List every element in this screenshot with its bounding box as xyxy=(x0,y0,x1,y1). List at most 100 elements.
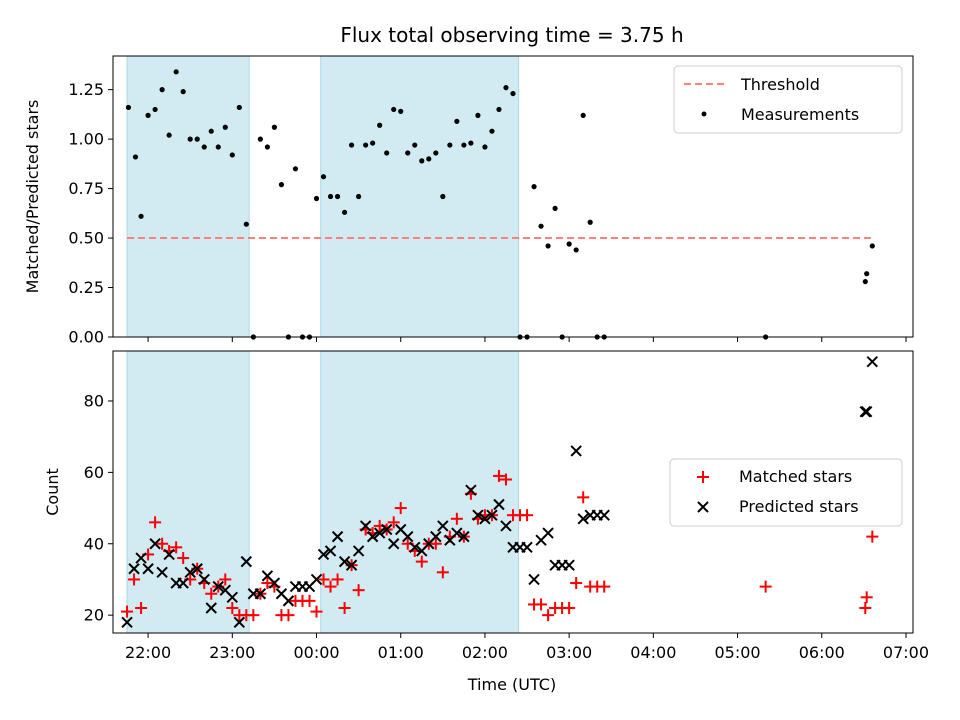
predicted-star-point xyxy=(387,538,400,550)
measurements-series xyxy=(125,69,875,340)
measurement-point xyxy=(482,144,488,150)
matched-star-point xyxy=(563,602,576,615)
predicted-star-mark-b xyxy=(493,498,505,511)
measurement-point xyxy=(334,193,341,200)
observing-interval xyxy=(126,55,250,338)
measurement-point xyxy=(503,85,509,91)
predicted-star-point xyxy=(212,580,224,593)
predicted-star-mark-b xyxy=(345,559,358,571)
measurement-point xyxy=(454,118,460,124)
predicted-star-point xyxy=(345,559,358,571)
predicted-star-mark-b xyxy=(198,573,210,586)
predicted-star-point xyxy=(240,555,253,568)
measurement-point xyxy=(475,112,481,118)
predicted-star-mark-b xyxy=(121,616,133,628)
measurement-point xyxy=(132,154,139,160)
predicted-star-point xyxy=(472,509,484,521)
measurement-point xyxy=(278,182,285,188)
matched-star-point xyxy=(247,609,260,622)
y-tick-label: 0.50 xyxy=(68,229,104,248)
predicted-star-mark-b xyxy=(577,513,589,525)
predicted-star-point xyxy=(317,548,330,561)
legend-threshold-label: Threshold xyxy=(740,75,820,94)
x-tick-label: 22:00 xyxy=(125,643,171,662)
predicted-star-mark-b xyxy=(352,545,365,557)
predicted-star-mark-b xyxy=(395,523,407,536)
matched-star-point xyxy=(303,594,316,607)
measurement-point xyxy=(447,142,453,148)
matched-star-point xyxy=(170,541,183,554)
predicted-star-mark-b xyxy=(437,520,449,532)
predicted-star-mark-b xyxy=(324,545,337,557)
legend-measurements-swatch xyxy=(701,111,707,117)
matched-star-point xyxy=(121,605,134,618)
x-tick-label: 07:00 xyxy=(883,643,929,662)
predicted-star-mark-b xyxy=(380,523,393,536)
matched-star-point xyxy=(149,516,162,529)
predicted-star-point xyxy=(465,484,477,496)
predicted-star-mark-b xyxy=(282,595,295,607)
predicted-star-point xyxy=(542,527,554,539)
predicted-star-point xyxy=(373,527,386,539)
predicted-star-mark-b xyxy=(226,591,239,604)
matched-star-point xyxy=(219,573,232,586)
matched-star-point xyxy=(310,605,323,618)
y-tick-label: 1.25 xyxy=(68,80,104,99)
predicted-star-point xyxy=(198,573,210,586)
measurement-point xyxy=(496,106,502,113)
measurement-point xyxy=(412,142,418,148)
matched-star-point xyxy=(331,573,344,586)
predicted-star-mark-b xyxy=(542,527,554,539)
observing-interval xyxy=(320,55,520,338)
measurement-point xyxy=(194,136,200,142)
measurement-point xyxy=(327,193,334,200)
measurement-point xyxy=(159,87,165,93)
predicted-star-point xyxy=(184,566,196,579)
predicted-star-mark-b xyxy=(275,588,288,600)
measurement-point xyxy=(864,271,870,277)
predicted-star-point xyxy=(191,563,203,575)
legend-matched-swatch xyxy=(697,471,709,483)
measurement-point xyxy=(489,128,495,134)
y-tick-label: 0.25 xyxy=(68,278,104,297)
measurement-point xyxy=(173,69,179,75)
measurement-point xyxy=(426,156,432,162)
x-tick-label: 06:00 xyxy=(799,643,845,662)
predicted-star-point xyxy=(528,573,540,586)
predicted-star-mark-b xyxy=(451,527,463,539)
measurement-point xyxy=(398,108,404,115)
measurement-point xyxy=(341,209,348,215)
count-panel: 20 40 60 80 22:00 23:00 00:00 01:00 02:00 03:00 0… xyxy=(43,350,929,662)
predicted-star-point xyxy=(570,445,582,457)
ratio-panel-frame xyxy=(112,55,914,338)
matched-star-point xyxy=(317,573,330,586)
matched-star-point xyxy=(759,580,772,593)
y-tick-label: 0.75 xyxy=(68,179,104,198)
observing-interval xyxy=(320,350,520,634)
measurement-point xyxy=(125,104,132,111)
matched-star-point xyxy=(450,512,463,525)
measurement-point xyxy=(271,124,278,130)
predicted-star-mark-b xyxy=(177,577,189,589)
predicted-star-point xyxy=(563,559,575,571)
measurement-point xyxy=(187,136,193,142)
predicted-star-mark-b xyxy=(598,509,610,521)
predicted-star-mark-b xyxy=(233,616,246,628)
predicted-star-mark-b xyxy=(317,548,330,561)
x-tick-label: 05:00 xyxy=(715,643,761,662)
x-tick-label: 03:00 xyxy=(546,643,592,662)
measurement-point xyxy=(229,152,235,158)
legend-frame xyxy=(669,458,903,527)
measurement-point xyxy=(419,158,425,164)
count-series xyxy=(121,356,879,628)
measurement-point xyxy=(587,219,593,225)
matched-star-point xyxy=(535,598,548,611)
matched-star-point xyxy=(577,491,590,504)
matched-star-point xyxy=(324,580,337,593)
predicted-star-point xyxy=(177,577,189,589)
predicted-star-point xyxy=(282,595,295,607)
predicted-star-point xyxy=(324,545,337,557)
matched-star-point xyxy=(499,473,512,486)
measurement-point xyxy=(320,174,327,180)
